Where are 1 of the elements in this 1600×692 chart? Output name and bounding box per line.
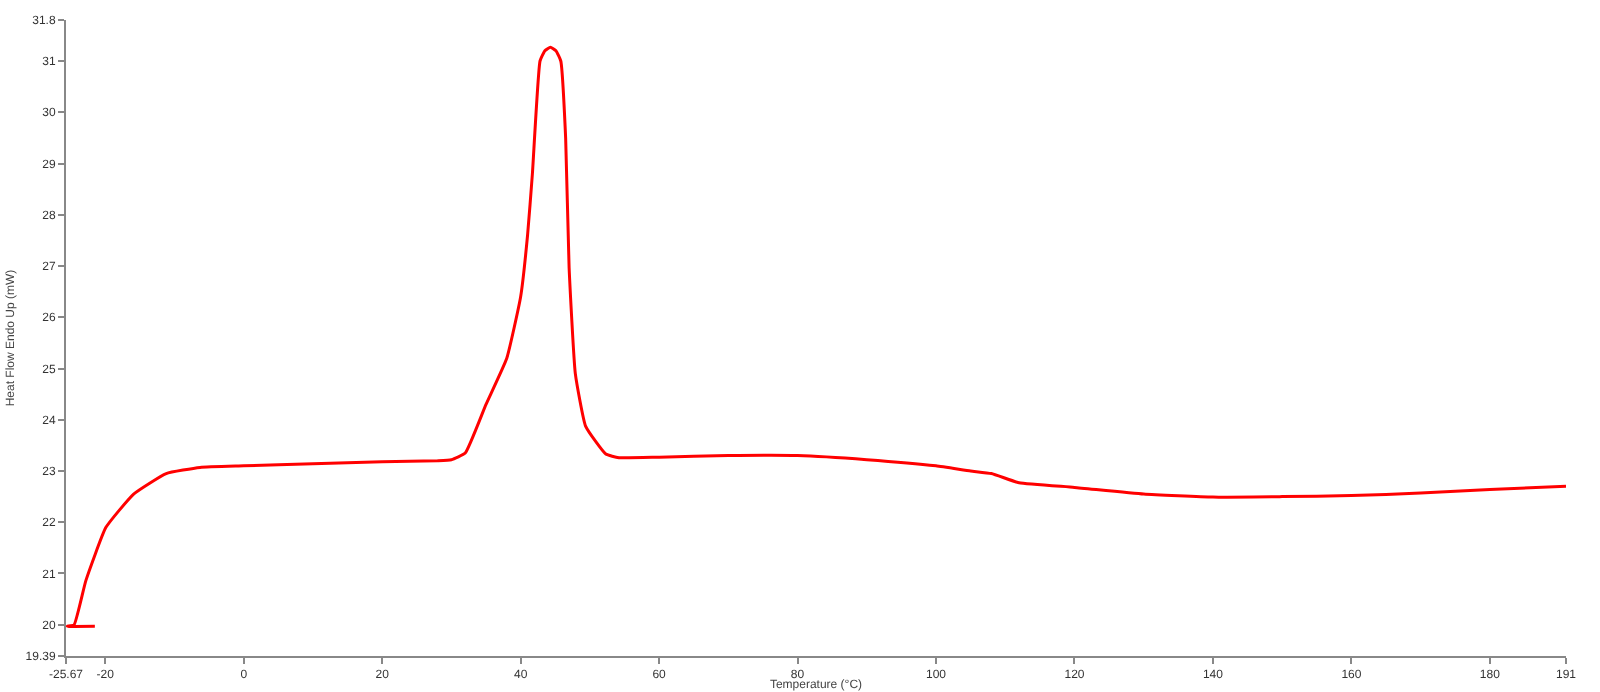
line-series xyxy=(66,45,1566,628)
